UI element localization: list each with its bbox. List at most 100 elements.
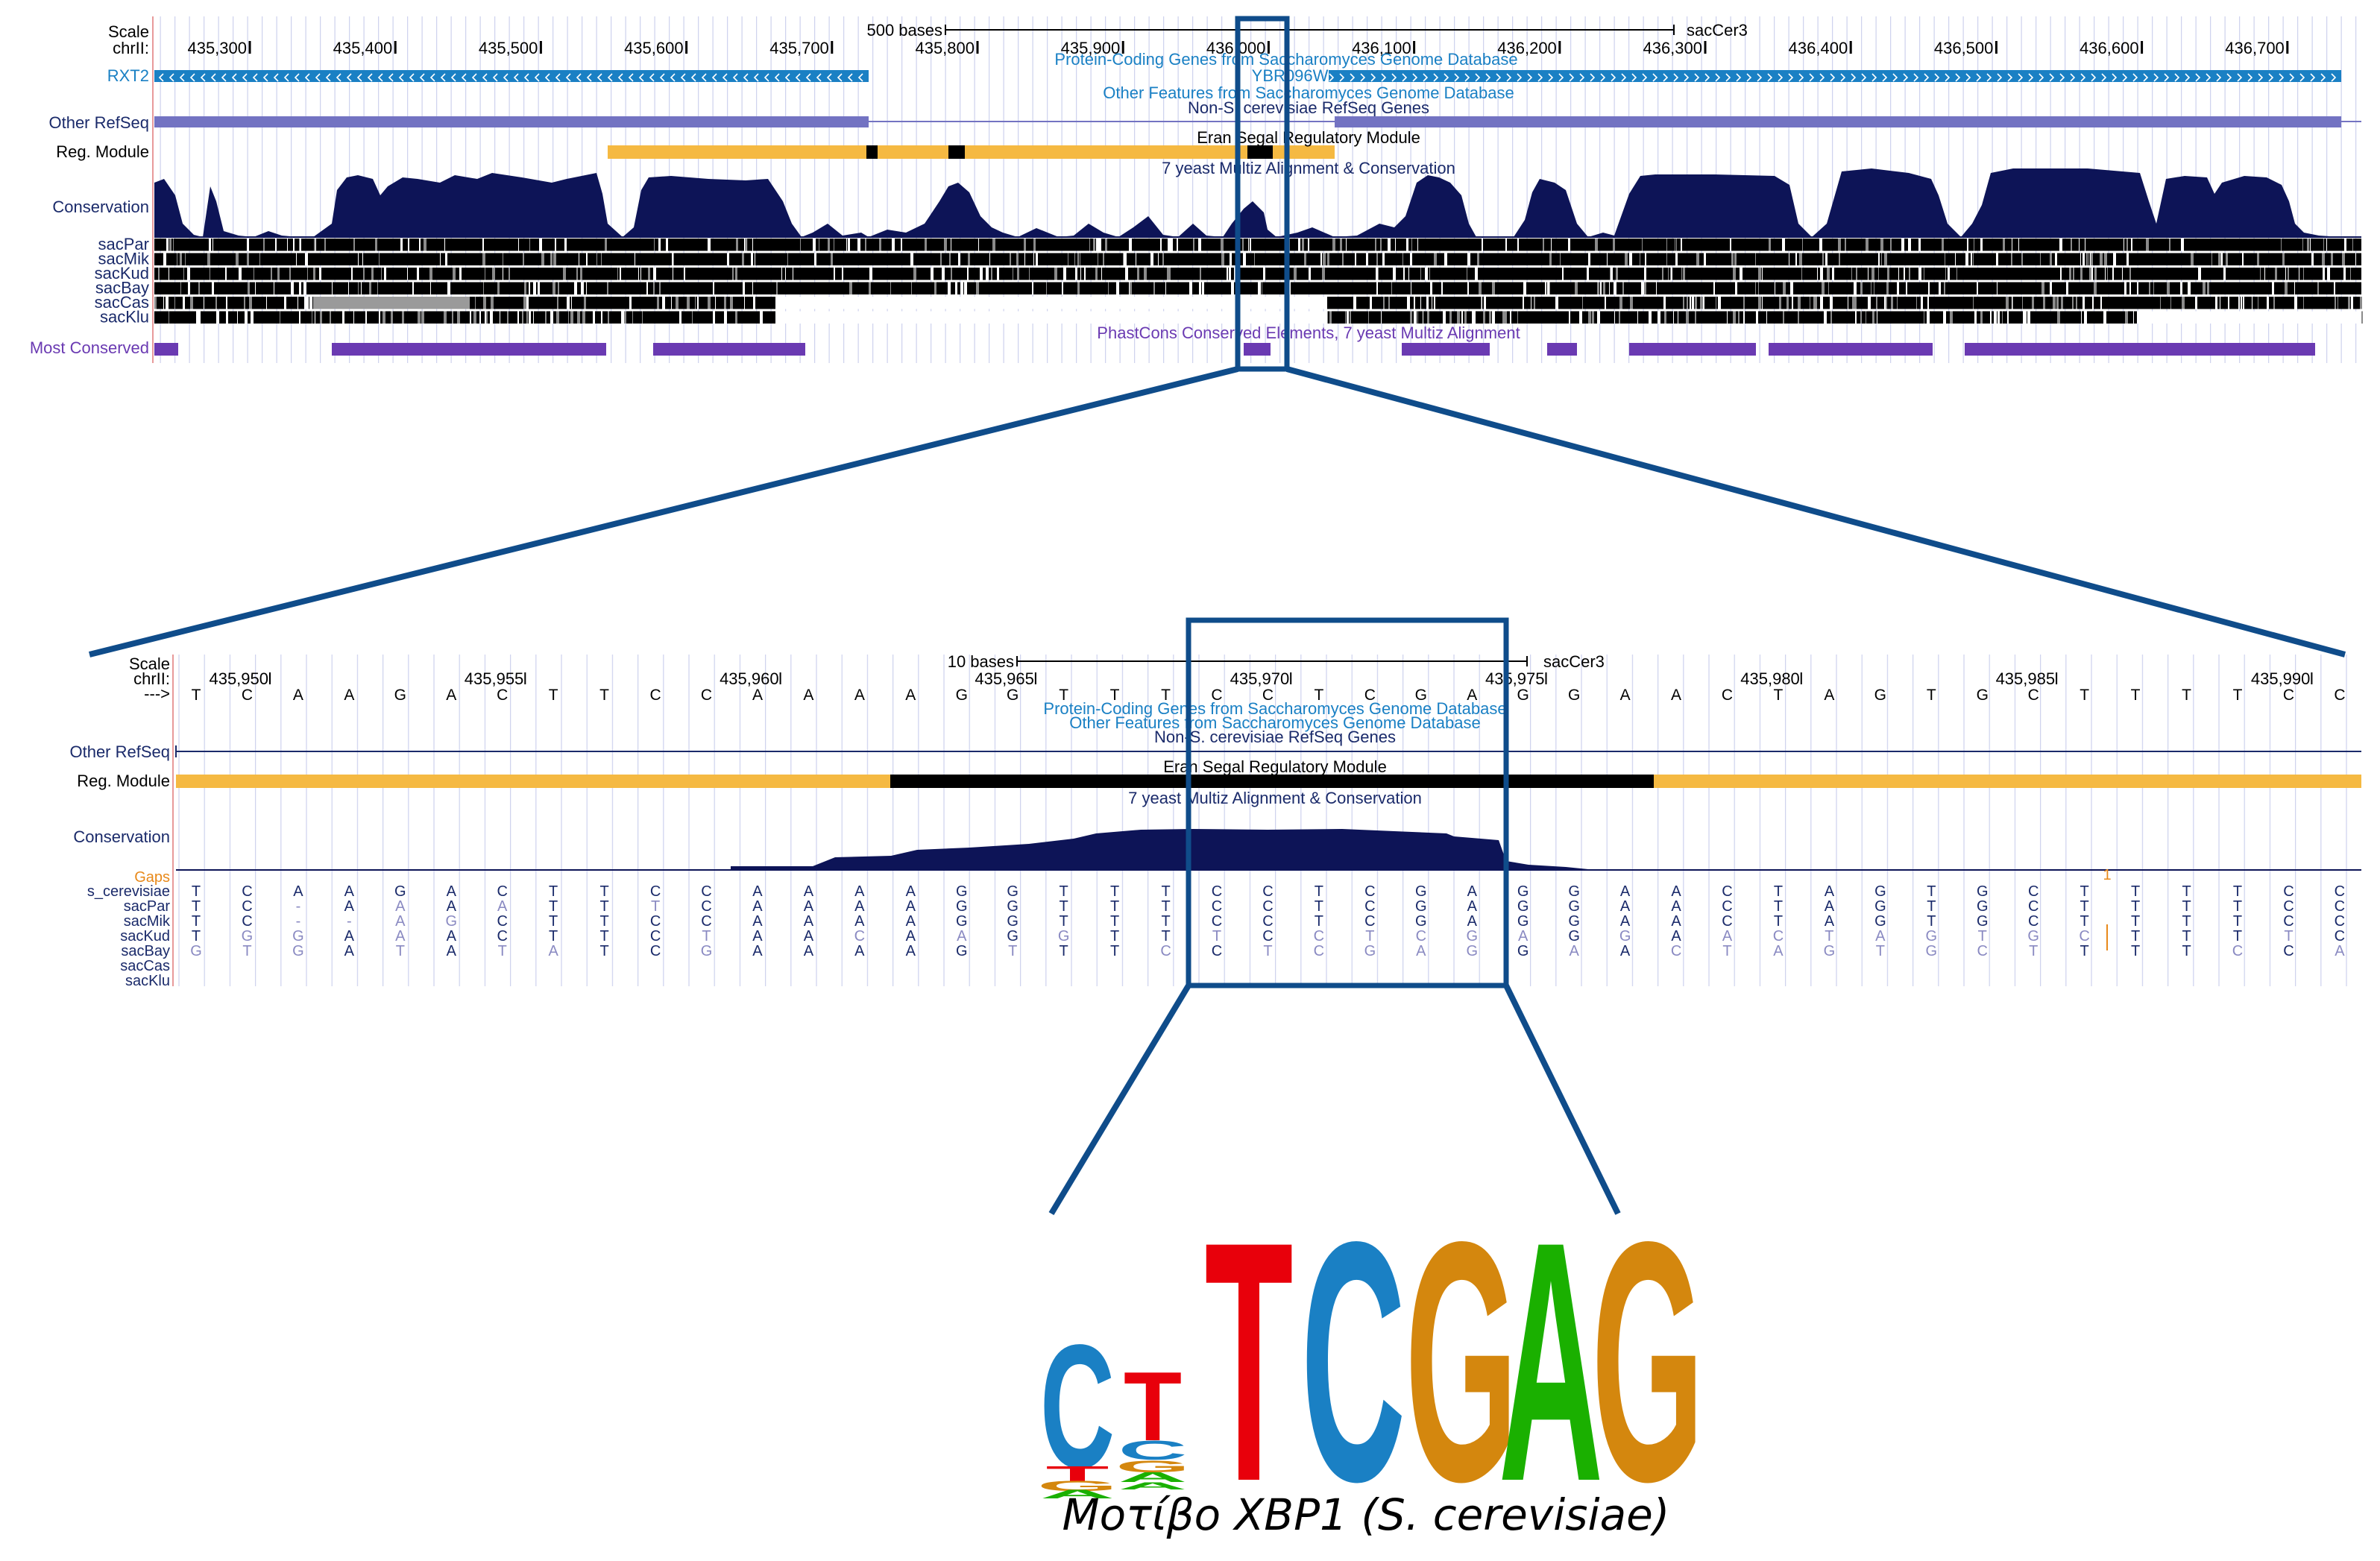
alignment-base: A [1671, 898, 1681, 915]
alignment-base: T [192, 883, 201, 900]
reference-base: C [2283, 687, 2294, 704]
conserved-element[interactable] [653, 343, 805, 356]
alignment-base: A [548, 943, 558, 959]
gene-ybr096w-label[interactable]: YBR096W [1252, 66, 1329, 85]
conserved-element[interactable] [1402, 343, 1490, 356]
logo-letter-T: T [1124, 1351, 1182, 1461]
top-multiz-title: 7 yeast Multiz Alignment & Conservation [1162, 159, 1455, 177]
zoom-reg-module-bar-left[interactable] [176, 775, 890, 788]
alignment-base: T [1110, 913, 1119, 930]
reference-base: A [1824, 687, 1834, 704]
other-refseq-block-left[interactable] [154, 116, 869, 127]
zoom-ruler-tick-label: 435,970 [1230, 669, 1290, 688]
alignment-base: A [1569, 943, 1579, 959]
alignment-base: G [1824, 943, 1836, 959]
most-conserved-label: Most Conserved [30, 338, 149, 357]
alignment-base: G [1466, 943, 1478, 959]
alignment-base: G [445, 913, 457, 930]
reference-base: G [1874, 687, 1886, 704]
alignment-base: T [2182, 883, 2191, 900]
alignment-base: G [1977, 898, 1989, 915]
zoom-scale-label: Scale [129, 655, 170, 673]
alignment-base: A [957, 928, 967, 945]
alignment-base: T [2131, 943, 2140, 959]
alignment-base: A [906, 928, 916, 945]
top-chrom-label: chrII: [113, 39, 149, 57]
alignment-base: C [1212, 913, 1222, 930]
conserved-element[interactable] [154, 343, 178, 356]
alignment-base: T [549, 883, 558, 900]
alignment-base: T [2080, 883, 2089, 900]
alignment-base: T [1365, 928, 1374, 945]
conserved-element[interactable] [1965, 343, 2315, 356]
reference-base: A [905, 687, 916, 704]
alignment-base: A [1671, 928, 1681, 945]
alignment-base: T [1774, 883, 1783, 900]
alignment-base: T [1263, 943, 1272, 959]
alignment-base: A [804, 928, 814, 945]
zoom-connectors-1 [89, 366, 2346, 657]
logo-minor-letter-C: C [1118, 1435, 1187, 1465]
alignment-base: T [2182, 898, 2191, 915]
other-refseq-block-right[interactable] [1335, 116, 2341, 127]
zoom-reg-module-bar-black[interactable] [890, 775, 1654, 788]
alignment-base: C [1262, 928, 1273, 945]
alignment-base: T [2029, 943, 2038, 959]
alignment-base: A [344, 928, 355, 945]
alignment-base: C [701, 883, 711, 900]
alignment-base: C [650, 883, 661, 900]
alignment-base: T [2182, 928, 2191, 945]
top-species-strip [154, 297, 2362, 309]
reference-base: A [446, 687, 456, 704]
alignment-base: A [752, 913, 763, 930]
alignment-base: A [752, 943, 763, 959]
zoom-strand-label: ---> [144, 684, 170, 703]
alignment-base: T [1825, 928, 1833, 945]
reference-base: G [394, 687, 406, 704]
alignment-base: T [1774, 898, 1783, 915]
alignment-base: C [2283, 913, 2294, 930]
gene-rxt2-label[interactable]: RXT2 [107, 66, 149, 85]
logo-letter-C: C [1301, 1170, 1405, 1553]
alignment-base: G [1874, 898, 1886, 915]
alignment-species-label: sacKlu [125, 973, 170, 989]
top-species-alignment [154, 239, 2363, 324]
alignment-species-label: s_cerevisiae [87, 883, 170, 900]
logo-minor-letter-A: A [1118, 1480, 1187, 1492]
alignment-base: A [1416, 943, 1426, 959]
conserved-element[interactable] [1547, 343, 1577, 356]
alignment-base: G [1007, 883, 1019, 900]
top-phastcons-title: PhastCons Conserved Elements, 7 yeast Mu… [1097, 324, 1520, 342]
reference-base: A [344, 687, 354, 704]
zoom-grid [173, 655, 2361, 986]
reference-base: T [1314, 687, 1323, 704]
alignment-base: G [1619, 928, 1631, 945]
top-zoom-box [1235, 16, 1290, 372]
alignment-base: C [2232, 943, 2243, 959]
conserved-element[interactable] [1629, 343, 1756, 356]
alignment-base: A [395, 913, 406, 930]
alignment-base: T [599, 913, 608, 930]
alignment-base: T [1212, 928, 1221, 945]
zoomed-browser-panel: Scale chrII: ---> 10 bases sacCer3 435,9… [69, 617, 2361, 989]
alignment-base: T [651, 898, 660, 915]
logo-letter-A: A [1499, 1170, 1603, 1553]
reg-module-bar[interactable] [608, 145, 1335, 159]
alignment-base: A [906, 883, 916, 900]
reference-base: C [1262, 687, 1274, 704]
alignment-base: C [2028, 898, 2039, 915]
alignment-base: G [1517, 943, 1529, 959]
alignment-base: G [292, 943, 304, 959]
alignment-base: A [804, 943, 814, 959]
zoom-reg-module-bar-right[interactable] [1654, 775, 2361, 788]
alignment-base: C [1262, 913, 1273, 930]
reference-base: G [1977, 687, 1989, 704]
conserved-element[interactable] [1769, 343, 1933, 356]
conserved-element[interactable] [1244, 343, 1271, 356]
conserved-element[interactable] [332, 343, 606, 356]
alignment-base: G [1517, 913, 1529, 930]
alignment-base: T [1978, 928, 1987, 945]
top-species-label: sacKlu [100, 308, 149, 327]
reference-base: T [2131, 687, 2141, 704]
